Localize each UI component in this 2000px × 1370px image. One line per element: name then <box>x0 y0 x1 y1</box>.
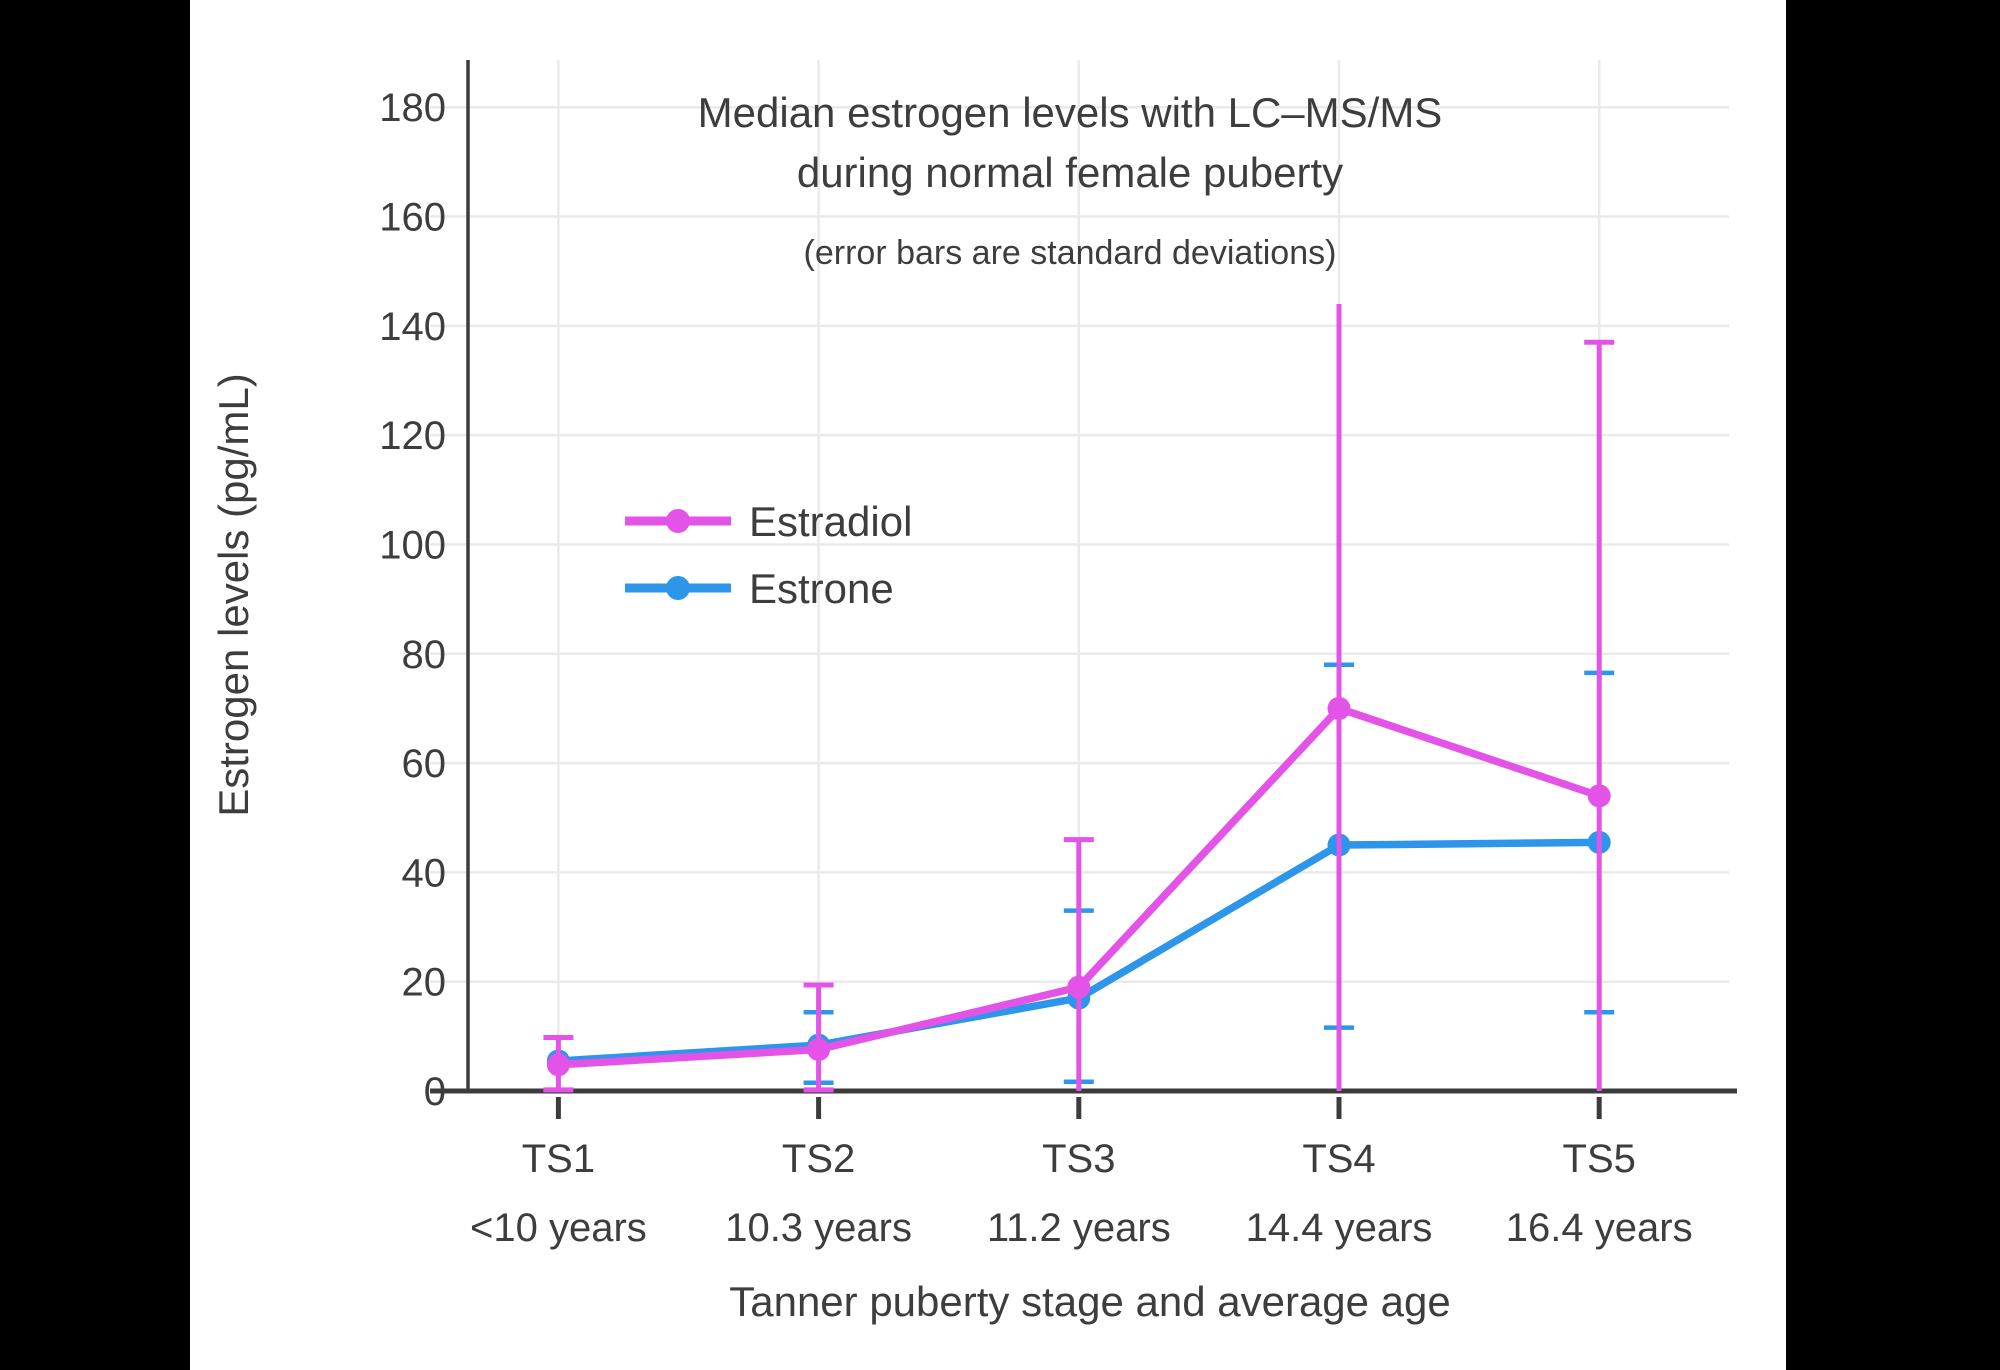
x-tick-labels: TS1 <10 years TS2 10.3 years TS3 11.2 years TS… <box>470 1137 1693 1250</box>
marker-estradiol-TS1 <box>546 1053 570 1077</box>
y-tick-label-140: 140 <box>379 305 446 349</box>
y-tick-label-120: 120 <box>379 414 446 458</box>
x-age-label-TS3: 11.2 years <box>987 1206 1171 1250</box>
legend-estradiol-marker-swatch <box>666 509 690 533</box>
y-tick-label-100: 100 <box>379 523 446 567</box>
marker-estradiol-TS3 <box>1067 975 1091 999</box>
chart-background <box>190 0 1786 1370</box>
legend-estrone-marker-swatch <box>666 576 690 600</box>
chart-title-line2: during normal female puberty <box>797 149 1343 196</box>
chart-title-line1: Median estrogen levels with LC–MS/MS <box>698 89 1443 136</box>
marker-estradiol-TS5 <box>1587 784 1611 808</box>
series-layer <box>543 303 1615 1093</box>
x-tick-label-TS5: TS5 <box>1563 1137 1636 1181</box>
chart-subtitle: (error bars are standard deviations) <box>804 234 1337 272</box>
x-tick-label-TS1: TS1 <box>522 1137 595 1181</box>
y-tick-labels: 0 20 40 60 80 100 120 140 160 180 <box>379 86 446 1114</box>
legend-estrone-label: Estrone <box>749 565 894 612</box>
y-tick-label-0: 0 <box>424 1070 446 1114</box>
y-tick-label-180: 180 <box>379 86 446 130</box>
marker-estradiol-TS2 <box>807 1037 831 1061</box>
x-age-label-TS4: 14.4 years <box>1246 1206 1433 1250</box>
legend-estradiol-label: Estradiol <box>749 498 912 545</box>
x-tick-label-TS4: TS4 <box>1302 1137 1375 1181</box>
x-age-label-TS5: 16.4 years <box>1506 1206 1693 1250</box>
x-axis-title: Tanner puberty stage and average age <box>729 1278 1451 1325</box>
y-tick-label-60: 60 <box>402 742 447 786</box>
series-estradiol <box>543 303 1615 1093</box>
y-axis-title: Estrogen levels (pg/mL) <box>210 373 257 817</box>
y-tick-label-20: 20 <box>402 961 447 1005</box>
x-tick-label-TS3: TS3 <box>1042 1137 1115 1181</box>
y-tick-label-80: 80 <box>402 633 447 677</box>
x-tick-label-TS2: TS2 <box>782 1137 855 1181</box>
x-age-label-TS1: <10 years <box>470 1206 647 1250</box>
y-tick-label-160: 160 <box>379 196 446 240</box>
legend: Estradiol Estrone <box>625 498 912 612</box>
axes <box>430 60 1737 1119</box>
marker-estradiol-TS4 <box>1327 696 1351 720</box>
y-tick-label-40: 40 <box>402 851 447 895</box>
x-age-label-TS2: 10.3 years <box>725 1206 912 1250</box>
